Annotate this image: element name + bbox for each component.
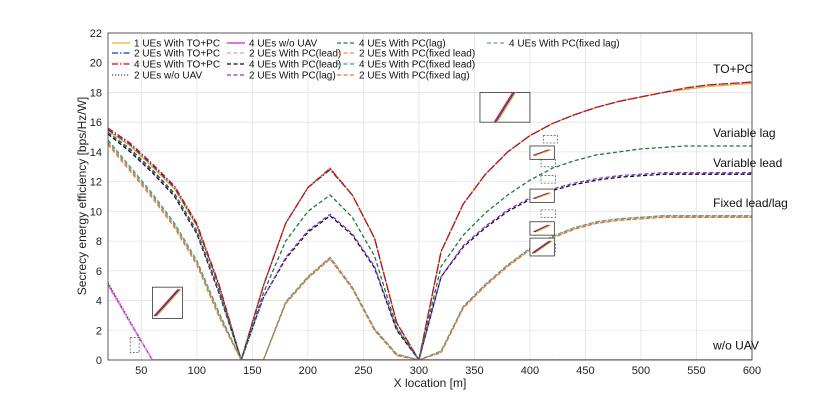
series-line-3 (108, 282, 752, 360)
legend-label-6: 4 UEs With PC(lead) (249, 60, 341, 71)
legend-label-10: 4 UEs With PC(fixed lead) (359, 60, 475, 71)
legend-label-9: 2 UEs With PC(fixed lead) (359, 49, 475, 60)
tick-labels: 50 100 150 200 250 300 350 400 450 500 550 600 0 2 4 6 8… (90, 28, 761, 377)
inset-line-5-1 (533, 240, 552, 254)
y-tick-label-4: 8 (96, 236, 102, 248)
annotation-3: Fixed lead/lag (713, 196, 788, 210)
x-tick-label-6: 350 (465, 365, 483, 377)
inset-line-1-0 (493, 91, 514, 123)
series-line-6 (108, 133, 752, 360)
inset-line-3-2 (535, 192, 552, 200)
inset-line-0-0 (153, 289, 179, 317)
y-axis-label: Secrecy energy efficiency [bps/Hz/W] (75, 97, 89, 296)
x-tick-label-2: 150 (243, 365, 261, 377)
annotation-0: TO+PC (713, 62, 753, 76)
y-tick-label-7: 14 (90, 147, 102, 159)
plot-frame (107, 32, 753, 361)
inset-line-4-2 (536, 224, 552, 233)
y-tick-label-5: 10 (90, 206, 102, 218)
legend-label-11: 2 UEs With PC(fixed lag) (359, 71, 470, 82)
legend: 1 UEs With TO+PC2 UEs With TO+PC4 UEs Wi… (112, 39, 620, 82)
inset-source-0 (129, 337, 140, 353)
series-line-12 (108, 141, 752, 360)
x-tick-label-10: 550 (687, 365, 705, 377)
inset-line-5-0 (531, 240, 550, 254)
y-tick-label-9: 18 (90, 87, 102, 99)
series-group (108, 81, 752, 360)
y-tick-label-3: 6 (96, 266, 102, 278)
x-tick-label-1: 100 (188, 365, 206, 377)
y-tick-label-10: 20 (90, 58, 102, 70)
x-tick-label-8: 450 (576, 365, 594, 377)
y-tick-label-2: 4 (96, 296, 102, 308)
x-axis-label: X location [m] (394, 376, 467, 390)
annotations: TO+PC Variable lag Variable lead Fixed lead… (712, 62, 788, 352)
inset-line-4-1 (534, 224, 550, 233)
x-tick-label-11: 600 (743, 365, 761, 377)
series-line-2 (108, 81, 752, 360)
inset-line-4-0 (533, 224, 549, 233)
annotation-2: Variable lead (713, 156, 782, 170)
inset-source-1 (542, 135, 558, 144)
legend-label-4: 4 UEs w/o UAV (249, 39, 317, 50)
y-tick-label-6: 12 (90, 177, 102, 189)
inset-line-0-1 (154, 289, 180, 317)
legend-label-0: 1 UEs With TO+PC (134, 39, 220, 50)
inset-line-2-2 (535, 149, 552, 156)
zoom-insets (129, 91, 558, 353)
y-tick-label-1: 2 (96, 325, 102, 337)
inset-line-5-2 (534, 240, 553, 254)
legend-label-2: 4 UEs With TO+PC (134, 60, 220, 71)
grid (108, 32, 753, 361)
y-tick-label-0: 0 (96, 355, 102, 367)
x-tick-label-4: 250 (354, 365, 372, 377)
annotation-1: Variable lag (713, 126, 775, 140)
y-tick-label-8: 16 (90, 117, 102, 129)
inset-line-0-2 (156, 289, 182, 317)
x-tick-label-9: 500 (632, 365, 650, 377)
legend-label-3: 2 UEs w/o UAV (134, 71, 202, 82)
legend-label-12: 4 UEs With PC(fixed lag) (509, 39, 620, 50)
series-line-11 (108, 144, 752, 360)
legend-label-1: 2 UEs With TO+PC (134, 49, 220, 60)
legend-label-7: 2 UEs With PC(lag) (249, 71, 336, 82)
annotation-4: w/o UAV (712, 339, 759, 353)
x-tick-label-0: 50 (135, 365, 147, 377)
series-line-5 (108, 285, 752, 360)
inset-line-1-2 (496, 91, 517, 123)
inset-line-1-1 (495, 91, 515, 123)
inset-source-3 (540, 175, 556, 184)
series-line-7 (108, 132, 752, 360)
x-tick-label-5: 300 (410, 365, 428, 377)
y-tick-label-11: 22 (90, 28, 102, 40)
legend-label-5: 2 UEs With PC(lead) (249, 49, 341, 60)
x-tick-label-3: 200 (299, 365, 317, 377)
x-tick-label-7: 400 (521, 365, 539, 377)
legend-label-8: 4 UEs With PC(lag) (359, 39, 446, 50)
inset-source-4 (540, 209, 556, 218)
